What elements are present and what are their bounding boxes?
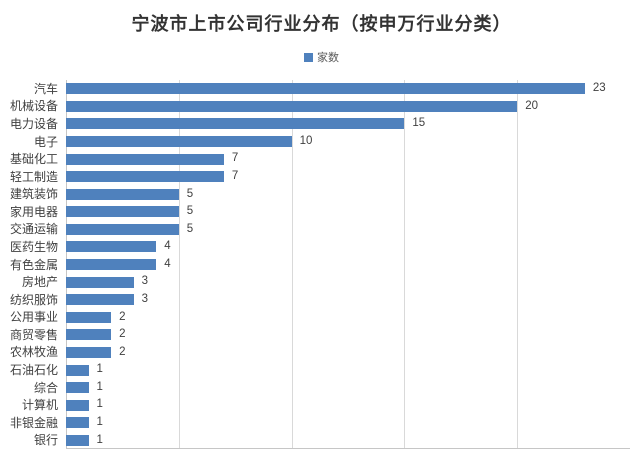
value-label: 15 <box>412 117 426 130</box>
bar <box>66 434 89 446</box>
category-label: 农林牧渔 <box>9 345 58 360</box>
category-label: 交通运输 <box>9 222 58 237</box>
chart-row: 计算机 1 <box>0 396 630 414</box>
bar <box>66 171 224 183</box>
category-label: 基础化工 <box>9 152 58 167</box>
bar <box>66 153 224 165</box>
chart-row: 公用事业 2 <box>0 309 630 327</box>
bar <box>66 223 179 235</box>
value-label: 7 <box>231 169 239 182</box>
chart-row: 电子 10 <box>0 133 630 151</box>
bar <box>66 364 89 376</box>
category-label: 有色金属 <box>9 257 58 272</box>
bar <box>66 311 112 323</box>
chart-row: 电力设备 15 <box>0 115 630 133</box>
value-label: 2 <box>119 310 126 323</box>
category-label: 汽车 <box>33 81 58 96</box>
category-label: 房地产 <box>21 275 58 290</box>
chart-row: 有色金属 4 <box>0 256 630 274</box>
bar <box>66 417 89 429</box>
chart-row: 农林牧渔 2 <box>0 344 630 362</box>
category-label: 轻工制造 <box>9 169 58 184</box>
value-label: 20 <box>525 99 538 112</box>
chart-row: 建筑装饰 5 <box>0 185 630 203</box>
value-label: 4 <box>164 257 171 270</box>
bar <box>66 83 585 95</box>
value-label: 5 <box>186 205 194 218</box>
bar <box>66 329 112 341</box>
value-label: 2 <box>119 328 126 341</box>
bar <box>66 399 89 411</box>
legend-label: 家数 <box>317 52 339 64</box>
value-label: 1 <box>96 380 103 393</box>
chart-row: 银行 1 <box>0 432 630 450</box>
bar <box>66 100 518 112</box>
bar <box>66 188 179 200</box>
value-label: 23 <box>592 82 606 95</box>
value-label: 4 <box>164 240 171 253</box>
value-label: 10 <box>299 134 313 147</box>
bar <box>66 346 112 358</box>
value-label: 5 <box>186 222 194 235</box>
bar <box>66 276 134 288</box>
category-label: 建筑装饰 <box>9 187 58 202</box>
bar-rows: 汽车 23 机械设备 20 电力设备 15 电子 10 基础化工 7 轻工制造 7 建筑装饰 5 家用电器 5… <box>0 80 630 449</box>
value-label: 5 <box>186 187 194 200</box>
chart-row: 机械设备 20 <box>0 98 630 116</box>
chart-row: 基础化工 7 <box>0 150 630 168</box>
bar <box>66 294 134 306</box>
chart-row: 轻工制造 7 <box>0 168 630 186</box>
chart-title: 宁波市上市公司行业分布（按申万行业分类） <box>131 14 512 34</box>
chart-row: 汽车 23 <box>0 80 630 98</box>
gridline <box>517 80 519 449</box>
category-label: 电子 <box>33 134 58 149</box>
category-label: 纺织服饰 <box>9 292 58 307</box>
category-label: 家用电器 <box>9 204 58 219</box>
chart-row: 纺织服饰 3 <box>0 291 630 309</box>
value-label: 1 <box>96 363 103 376</box>
value-label: 3 <box>141 292 149 305</box>
legend: 家数 <box>0 49 643 65</box>
category-label: 石油石化 <box>9 363 58 378</box>
chart-row: 交通运输 5 <box>0 221 630 239</box>
gridline <box>404 80 406 449</box>
category-label: 医药生物 <box>9 239 58 254</box>
category-label: 非银金融 <box>9 415 58 430</box>
chart-row: 石油石化 1 <box>0 361 630 379</box>
category-label: 电力设备 <box>9 116 58 131</box>
bar <box>66 118 405 130</box>
value-label: 1 <box>96 416 103 429</box>
value-label: 3 <box>141 275 149 288</box>
value-label: 7 <box>231 152 239 165</box>
gridline <box>178 80 180 449</box>
legend-swatch-icon <box>304 52 313 62</box>
chart-row: 家用电器 5 <box>0 203 630 221</box>
value-label: 1 <box>96 433 103 446</box>
gridline <box>291 80 293 449</box>
bar <box>66 259 157 271</box>
bar <box>66 136 292 148</box>
bar <box>66 241 157 253</box>
category-label: 计算机 <box>21 398 58 413</box>
chart-row: 医药生物 4 <box>0 238 630 256</box>
value-label: 2 <box>119 345 126 358</box>
category-label: 综合 <box>33 380 58 395</box>
bar <box>66 206 179 218</box>
category-label: 银行 <box>33 433 58 448</box>
category-label: 公用事业 <box>9 310 58 325</box>
chart-row: 综合 1 <box>0 379 630 397</box>
bar <box>66 382 89 394</box>
chart-row: 商贸零售 2 <box>0 326 630 344</box>
category-label: 机械设备 <box>9 99 58 114</box>
plot-area: 汽车 23 机械设备 20 电力设备 15 电子 10 基础化工 7 轻工制造 7 建筑装饰 5 家用电器 5… <box>0 80 630 449</box>
category-label: 商贸零售 <box>9 327 58 342</box>
chart-row: 房地产 3 <box>0 273 630 291</box>
value-label: 1 <box>96 398 103 411</box>
value-axis-line <box>66 448 630 449</box>
chart-row: 非银金融 1 <box>0 414 630 432</box>
